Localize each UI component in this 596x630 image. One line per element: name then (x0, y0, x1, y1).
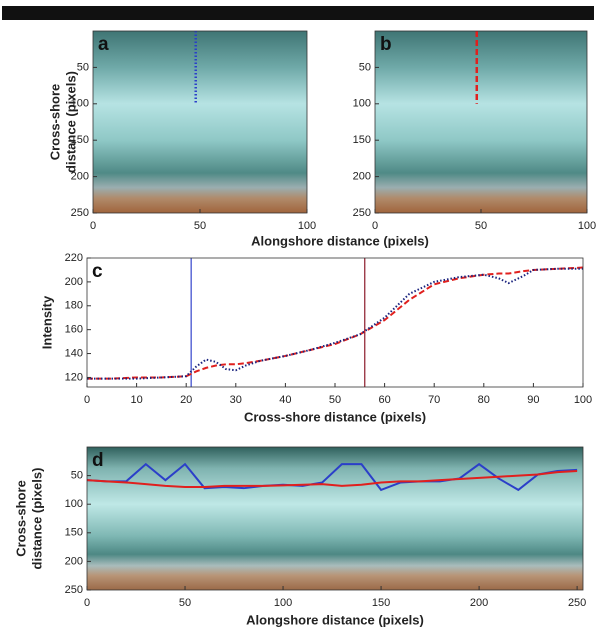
y-tick-label: 180 (65, 300, 83, 312)
x-tick-label: 80 (478, 394, 490, 406)
x-tick-label: 100 (274, 597, 292, 609)
x-axis-label: Alongshore distance (pixels) (246, 612, 424, 627)
x-tick-label: 70 (428, 394, 440, 406)
x-tick-label: 50 (329, 394, 341, 406)
y-axis-label: distance (pixels) (29, 468, 44, 570)
y-tick-label: 250 (65, 584, 83, 596)
y-tick-label: 50 (71, 470, 83, 482)
x-tick-label: 90 (527, 394, 539, 406)
top-bar (2, 6, 594, 20)
x-axis-label: Cross-shore distance (pixels) (244, 409, 426, 424)
x-axis-label: Alongshore distance (pixels) (251, 233, 429, 248)
x-tick-label: 50 (179, 597, 191, 609)
x-tick-label: 200 (470, 597, 488, 609)
x-tick-label: 50 (194, 220, 206, 232)
y-axis-label: Cross-shore (13, 480, 28, 557)
x-tick-label: 40 (279, 394, 291, 406)
x-tick-label: 0 (90, 220, 96, 232)
x-tick-label: 60 (378, 394, 390, 406)
x-tick-label: 0 (372, 220, 378, 232)
panel-label: b (380, 34, 392, 55)
y-tick-label: 100 (65, 498, 83, 510)
y-tick-label: 250 (71, 207, 89, 219)
x-tick-label: 250 (568, 597, 586, 609)
x-tick-label: 0 (84, 394, 90, 406)
y-tick-label: 150 (353, 134, 371, 146)
x-tick-label: 150 (372, 597, 390, 609)
x-tick-label: 100 (578, 220, 596, 232)
x-tick-label: 10 (130, 394, 142, 406)
y-tick-label: 200 (65, 555, 83, 567)
y-tick-label: 160 (65, 324, 83, 336)
x-tick-label: 100 (298, 220, 316, 232)
background-image (375, 31, 587, 213)
y-tick-label: 200 (65, 276, 83, 288)
y-tick-label: 220 (65, 252, 83, 264)
y-axis-label: Intensity (39, 295, 54, 349)
y-axis-label: distance (pixels) (63, 71, 78, 173)
y-tick-label: 50 (77, 61, 89, 73)
y-tick-label: 140 (65, 347, 83, 359)
y-tick-label: 100 (353, 98, 371, 110)
x-tick-label: 30 (230, 394, 242, 406)
background-image (93, 31, 307, 213)
y-tick-label: 50 (359, 61, 371, 73)
x-tick-label: 100 (574, 394, 592, 406)
panel-label: a (98, 34, 109, 55)
panel-label: d (92, 450, 104, 471)
background-image (87, 447, 583, 590)
y-axis-label: Cross-shore (47, 84, 62, 161)
x-tick-label: 20 (180, 394, 192, 406)
y-tick-label: 150 (65, 527, 83, 539)
y-tick-label: 250 (353, 207, 371, 219)
x-tick-label: 50 (475, 220, 487, 232)
y-tick-label: 200 (353, 171, 371, 183)
plot-area (87, 258, 583, 387)
x-tick-label: 0 (84, 597, 90, 609)
y-tick-label: 120 (65, 371, 83, 383)
panel-label: c (92, 261, 103, 282)
